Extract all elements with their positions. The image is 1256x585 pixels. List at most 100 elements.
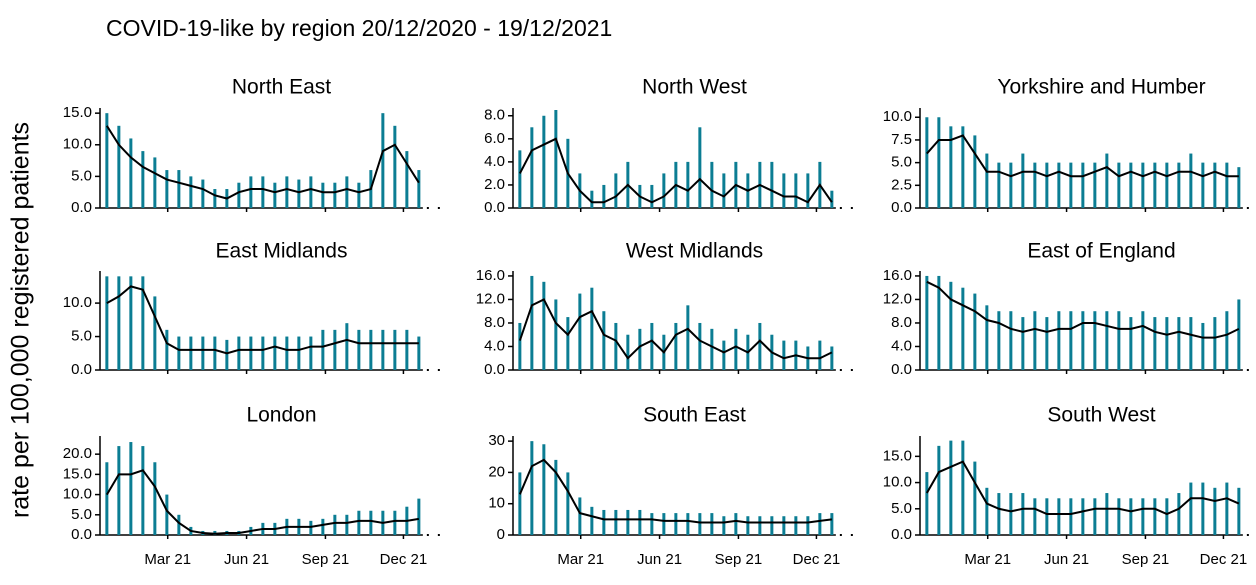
bar <box>590 287 594 370</box>
bar <box>1177 317 1181 370</box>
bar <box>830 513 834 535</box>
bar <box>165 329 169 370</box>
y-tick-label: 10.0 <box>883 474 912 491</box>
bar <box>1093 498 1097 535</box>
y-tick-label: 5.0 <box>891 154 912 171</box>
y-tick-label: 8.0 <box>891 314 912 331</box>
bar <box>1177 493 1181 535</box>
bar <box>1033 162 1037 208</box>
bar <box>1201 482 1205 535</box>
trend-line <box>926 134 1239 178</box>
y-tick-label: 20.0 <box>63 445 92 462</box>
y-tick-label: 5.0 <box>71 506 92 523</box>
bar <box>650 513 654 535</box>
y-tick-label: 12.0 <box>476 290 505 307</box>
bar <box>614 322 618 370</box>
panel-title: West Midlands <box>626 240 763 263</box>
bar <box>1009 493 1013 535</box>
bar <box>117 125 121 208</box>
bar <box>405 329 409 370</box>
bar <box>165 494 169 535</box>
bar <box>566 317 570 370</box>
bar <box>345 176 349 208</box>
bar <box>1237 167 1241 208</box>
y-tick-label: 10.0 <box>63 136 92 153</box>
bar <box>321 329 325 370</box>
bar <box>734 328 738 370</box>
bar <box>554 110 558 208</box>
bar <box>650 322 654 370</box>
bar <box>997 162 1001 208</box>
bar <box>129 138 133 208</box>
bar <box>309 520 313 535</box>
y-tick-label: 16.0 <box>476 267 505 284</box>
bar <box>794 516 798 535</box>
bar <box>177 336 181 370</box>
y-tick-label: 4.0 <box>484 153 505 170</box>
bar <box>973 135 977 208</box>
bar <box>273 182 277 208</box>
y-tick-label: 12.0 <box>883 290 912 307</box>
bar <box>1165 498 1169 535</box>
bar <box>1021 153 1025 208</box>
bar <box>417 170 421 208</box>
bar <box>542 281 546 370</box>
bar <box>626 509 630 535</box>
bar <box>417 498 421 535</box>
bar <box>1117 498 1121 535</box>
bar <box>393 125 397 208</box>
bar <box>1153 498 1157 535</box>
bar <box>949 440 953 535</box>
bar <box>381 113 385 208</box>
panel-title: South East <box>643 404 746 427</box>
bar <box>1045 498 1049 535</box>
bar <box>1045 317 1049 370</box>
bar <box>518 472 522 535</box>
bar <box>1141 162 1145 208</box>
bar <box>333 329 337 370</box>
bar <box>129 276 133 370</box>
bar <box>686 305 690 370</box>
bar <box>141 446 145 535</box>
bar <box>985 487 989 535</box>
bar <box>530 275 534 370</box>
y-tick-label: 0 <box>497 526 505 543</box>
panel-title: South West <box>1047 404 1155 427</box>
bar <box>1213 317 1217 370</box>
y-tick-label: 10.0 <box>63 486 92 503</box>
bar <box>710 513 714 535</box>
bar <box>1237 487 1241 535</box>
bar <box>554 299 558 370</box>
panel-title: East of England <box>1027 240 1175 263</box>
x-tick-label: Mar 21 <box>964 551 1011 568</box>
y-tick-label: 5.0 <box>71 167 92 184</box>
bar <box>782 173 786 208</box>
bar <box>650 184 654 208</box>
bar <box>1225 482 1229 535</box>
bar <box>1153 317 1157 370</box>
bar <box>638 328 642 370</box>
bar <box>1105 153 1109 208</box>
bar <box>1093 162 1097 208</box>
bar <box>1213 487 1217 535</box>
bar <box>1153 162 1157 208</box>
panel-title: North West <box>642 76 747 99</box>
bar <box>1237 299 1241 370</box>
y-tick-label: 15.0 <box>883 447 912 464</box>
bar <box>937 445 941 535</box>
bar <box>309 336 313 370</box>
bar <box>1201 162 1205 208</box>
bar <box>1129 162 1133 208</box>
bar <box>177 514 181 535</box>
bar <box>249 176 253 208</box>
bar <box>261 176 265 208</box>
bar <box>1069 162 1073 208</box>
bar <box>973 461 977 535</box>
x-tick-label: Jun 21 <box>637 551 682 568</box>
bar <box>638 509 642 535</box>
bar <box>985 305 989 370</box>
bar <box>770 516 774 535</box>
bar <box>333 182 337 208</box>
bar <box>662 513 666 535</box>
bar <box>1189 482 1193 535</box>
